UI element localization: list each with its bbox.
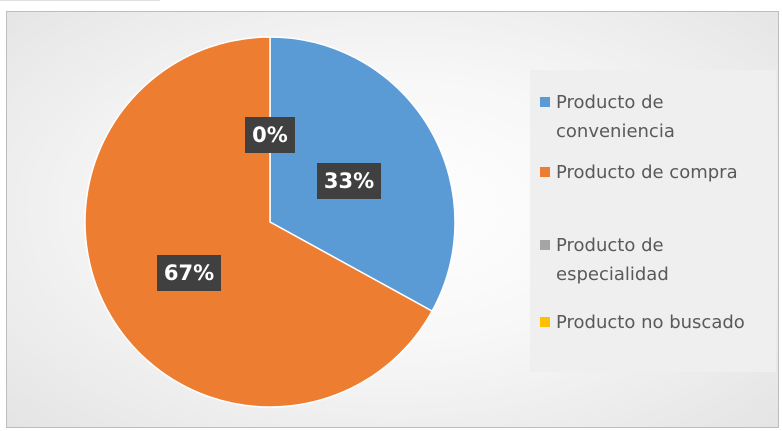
legend-item-conveniencia: Producto de conveniencia xyxy=(540,88,771,146)
chart-legend: Producto de conveniencia Producto de com… xyxy=(530,70,776,372)
data-label-producto-no-buscado: 0% xyxy=(245,117,295,153)
data-label-producto-de-compra: 67% xyxy=(157,255,221,291)
legend-item-no-buscado: Producto no buscado xyxy=(540,308,771,337)
legend-label-especialidad: Producto de especialidad xyxy=(556,235,669,285)
legend-swatch-especialidad xyxy=(540,240,550,250)
legend-item-compra: Producto de compra xyxy=(540,158,771,187)
legend-label-conveniencia: Producto de conveniencia xyxy=(556,92,675,142)
legend-swatch-compra xyxy=(540,167,550,177)
top-border-line xyxy=(0,0,160,1)
legend-item-especialidad: Producto de especialidad xyxy=(540,231,771,289)
data-label-producto-de-conveniencia: 33% xyxy=(317,163,381,199)
legend-label-no-buscado: Producto no buscado xyxy=(556,312,745,333)
legend-swatch-conveniencia xyxy=(540,97,550,107)
pie-slice-1 xyxy=(84,36,434,408)
legend-swatch-no-buscado xyxy=(540,317,550,327)
legend-label-compra: Producto de compra xyxy=(556,162,738,183)
